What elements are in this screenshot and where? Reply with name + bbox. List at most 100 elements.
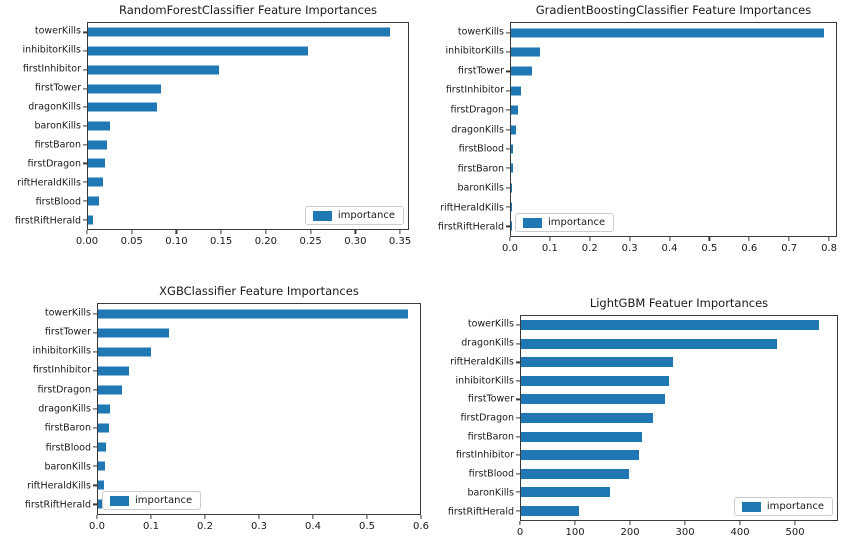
x-axis: 0.00 0.05 0.10 0.15 0.20 0.25 0.30 0.35 — [76, 230, 411, 252]
bar-dragonKills — [511, 125, 517, 134]
y-tick-label-dragonKills: dragonKills — [28, 101, 81, 113]
y-tick-mark — [93, 503, 97, 506]
x-tick-mark — [220, 230, 222, 234]
bar-firstInhibitor — [98, 366, 130, 376]
y-axis-labels: towerKills inhibitorKills firstInhibitor fi… — [0, 22, 81, 230]
y-tick-mark — [506, 186, 510, 189]
legend-label: importance — [337, 210, 395, 221]
chart-title: XGBClassifier Feature Importances — [159, 284, 359, 298]
y-tick-mark — [83, 181, 87, 183]
y-tick-label-dragonKills: dragonKills — [451, 124, 504, 135]
legend-label: importance — [548, 217, 606, 228]
y-tick-label-baronKills: baronKills — [44, 461, 91, 473]
y-tick-label-firstInhibitor: firstInhibitor — [455, 449, 514, 461]
x-tick-mark — [788, 237, 790, 241]
y-tick-label-riftHeraldKills: riftHeraldKills — [440, 202, 504, 214]
bar-firstTower — [98, 328, 170, 338]
y-tick-label-riftHeraldKills: riftHeraldKills — [17, 177, 81, 189]
bar-firstDragon — [511, 105, 519, 115]
bar-dragonKills — [98, 404, 111, 414]
x-tick-label: 500 — [785, 527, 805, 538]
y-tick-mark — [506, 90, 510, 92]
y-tick-label-firstRiftHerald: firstRiftHerald — [447, 506, 514, 518]
x-tick-mark — [310, 230, 312, 234]
bar-dragonKills — [88, 102, 158, 112]
bar-firstTower — [511, 66, 532, 76]
y-tick-mark — [93, 484, 97, 486]
x-tick-label: 0.5 — [701, 243, 718, 254]
y-tick-label-firstRiftHerald: firstRiftHerald — [14, 215, 81, 227]
plot-area: importance — [506, 22, 837, 237]
y-tick-mark — [516, 380, 520, 382]
x-tick-label: 0.0 — [502, 243, 518, 254]
y-tick-mark — [83, 106, 87, 108]
y-tick-label-firstDragon: firstDragon — [460, 412, 514, 424]
y-tick-mark — [516, 510, 520, 512]
bar-baronKills — [511, 183, 512, 193]
y-tick-label-firstRiftHerald: firstRiftHerald — [437, 221, 504, 233]
bar-firstInhibitor — [511, 86, 521, 96]
x-tick-label: 400 — [730, 527, 750, 538]
bar-baronKills — [521, 487, 610, 498]
x-tick-mark — [629, 521, 631, 525]
x-tick-mark — [668, 237, 671, 241]
y-tick-label-dragonKills: dragonKills — [461, 337, 514, 349]
x-tick-mark — [258, 515, 260, 519]
y-tick-mark — [516, 473, 520, 475]
chart-title: GradientBoostingClassifier Feature Impor… — [535, 3, 812, 17]
bar-firstBlood — [98, 442, 107, 452]
x-tick-mark — [828, 237, 830, 241]
bar-firstDragon — [88, 158, 105, 168]
y-tick-label-firstRiftHerald: firstRiftHerald — [24, 499, 91, 511]
bar-firstBaron — [511, 163, 513, 173]
x-tick-mark — [794, 521, 796, 525]
y-tick-mark — [93, 351, 97, 353]
x-tick-mark — [204, 515, 206, 519]
x-tick-label: 0.3 — [251, 521, 267, 532]
bar-firstDragon — [98, 385, 122, 395]
y-tick-mark — [83, 219, 87, 221]
y-tick-mark — [506, 167, 510, 169]
legend: importance — [304, 206, 404, 225]
x-tick-label: 0.5 — [359, 521, 375, 532]
y-tick-label-inhibitorKills: inhibitorKills — [455, 375, 514, 387]
y-tick-label-firstBaron: firstBaron — [34, 139, 81, 151]
y-tick-label-firstDragon: firstDragon — [27, 158, 81, 170]
x-tick-label: 0.4 — [305, 521, 321, 532]
bar-towerKills — [511, 28, 825, 38]
bar-firstRiftHerald — [88, 215, 94, 225]
chart-gradient-boosting: GradientBoostingClassifier Feature Impor… — [438, 3, 837, 254]
y-tick-label-towerKills: towerKills — [467, 318, 514, 330]
y-tick-mark — [83, 200, 87, 202]
y-tick-label-firstTower: firstTower — [44, 326, 91, 338]
x-tick-mark — [748, 237, 750, 241]
x-tick-label: 0.8 — [821, 243, 837, 254]
x-tick-mark — [629, 237, 631, 241]
bar-inhibitorKills — [98, 347, 151, 357]
y-tick-mark — [83, 144, 87, 146]
x-tick-mark — [399, 230, 401, 234]
x-tick-mark — [509, 237, 511, 241]
y-tick-mark — [506, 225, 510, 227]
x-tick-label: 0.7 — [781, 243, 798, 254]
y-tick-mark — [516, 324, 520, 326]
chart-title: LightGBM Featuer Importances — [589, 296, 769, 310]
bar-firstTower — [521, 394, 665, 405]
x-tick-label: 0.4 — [661, 243, 678, 254]
y-tick-label-inhibitorKills: inhibitorKills — [445, 45, 504, 57]
y-tick-label-riftHeraldKills: riftHeraldKills — [27, 480, 91, 492]
legend-swatch-icon — [523, 217, 542, 228]
x-tick-label: 0.1 — [143, 521, 159, 532]
x-tick-mark — [739, 521, 741, 525]
x-tick-mark — [574, 521, 576, 525]
y-tick-mark — [506, 206, 510, 208]
x-axis: 0.0 0.1 0.2 0.3 0.4 0.5 0.6 — [89, 515, 429, 537]
x-tick-mark — [96, 515, 98, 519]
legend-swatch-icon — [741, 501, 761, 512]
x-tick-mark — [175, 230, 178, 234]
chart-lightgbm: LightGBM Featuer Importances importance … — [448, 296, 838, 538]
x-tick-label: 0.20 — [254, 236, 278, 247]
y-tick-mark — [93, 370, 97, 372]
bar-firstInhibitor — [521, 450, 639, 461]
